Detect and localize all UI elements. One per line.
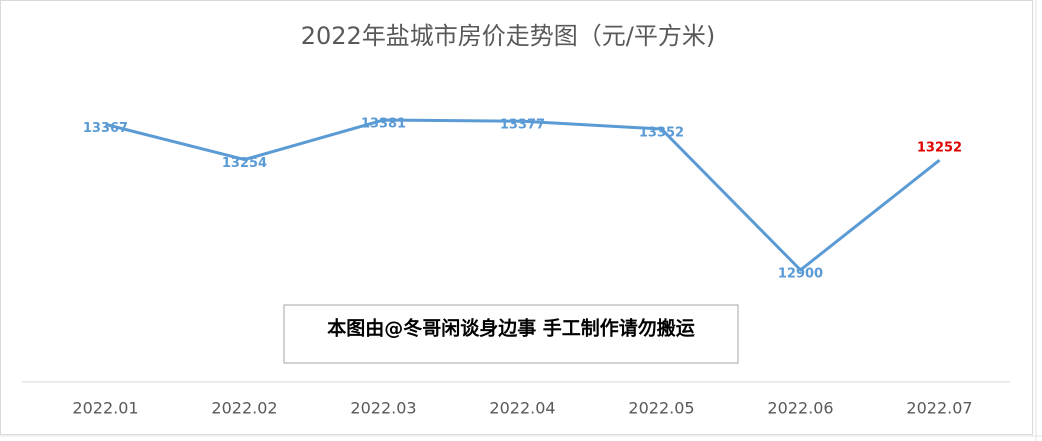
chart-area	[0, 0, 1033, 435]
chart-title: 2022年盐城市房价走势图（元/平方米)	[301, 22, 716, 50]
x-tick-label: 2022.04	[489, 399, 555, 418]
value-label: 13252	[917, 141, 962, 156]
annotation: 本图由@冬哥闲谈身边事 手工制作请勿搬运	[327, 317, 695, 340]
value-label: 13254	[222, 156, 267, 171]
value-label: 13352	[639, 126, 684, 141]
value-label: 13381	[361, 117, 406, 132]
annotation-box	[283, 304, 739, 364]
value-label: 12900	[778, 267, 823, 282]
x-tick-label: 2022.03	[350, 399, 416, 418]
value-label: 13377	[500, 118, 545, 133]
x-tick-label: 2022.01	[72, 399, 138, 418]
x-tick-label: 2022.02	[211, 399, 277, 418]
value-label: 13367	[83, 121, 128, 136]
x-tick-label: 2022.07	[906, 399, 972, 418]
x-tick-label: 2022.06	[767, 399, 833, 418]
x-tick-label: 2022.05	[628, 399, 694, 418]
line	[105, 118, 941, 272]
